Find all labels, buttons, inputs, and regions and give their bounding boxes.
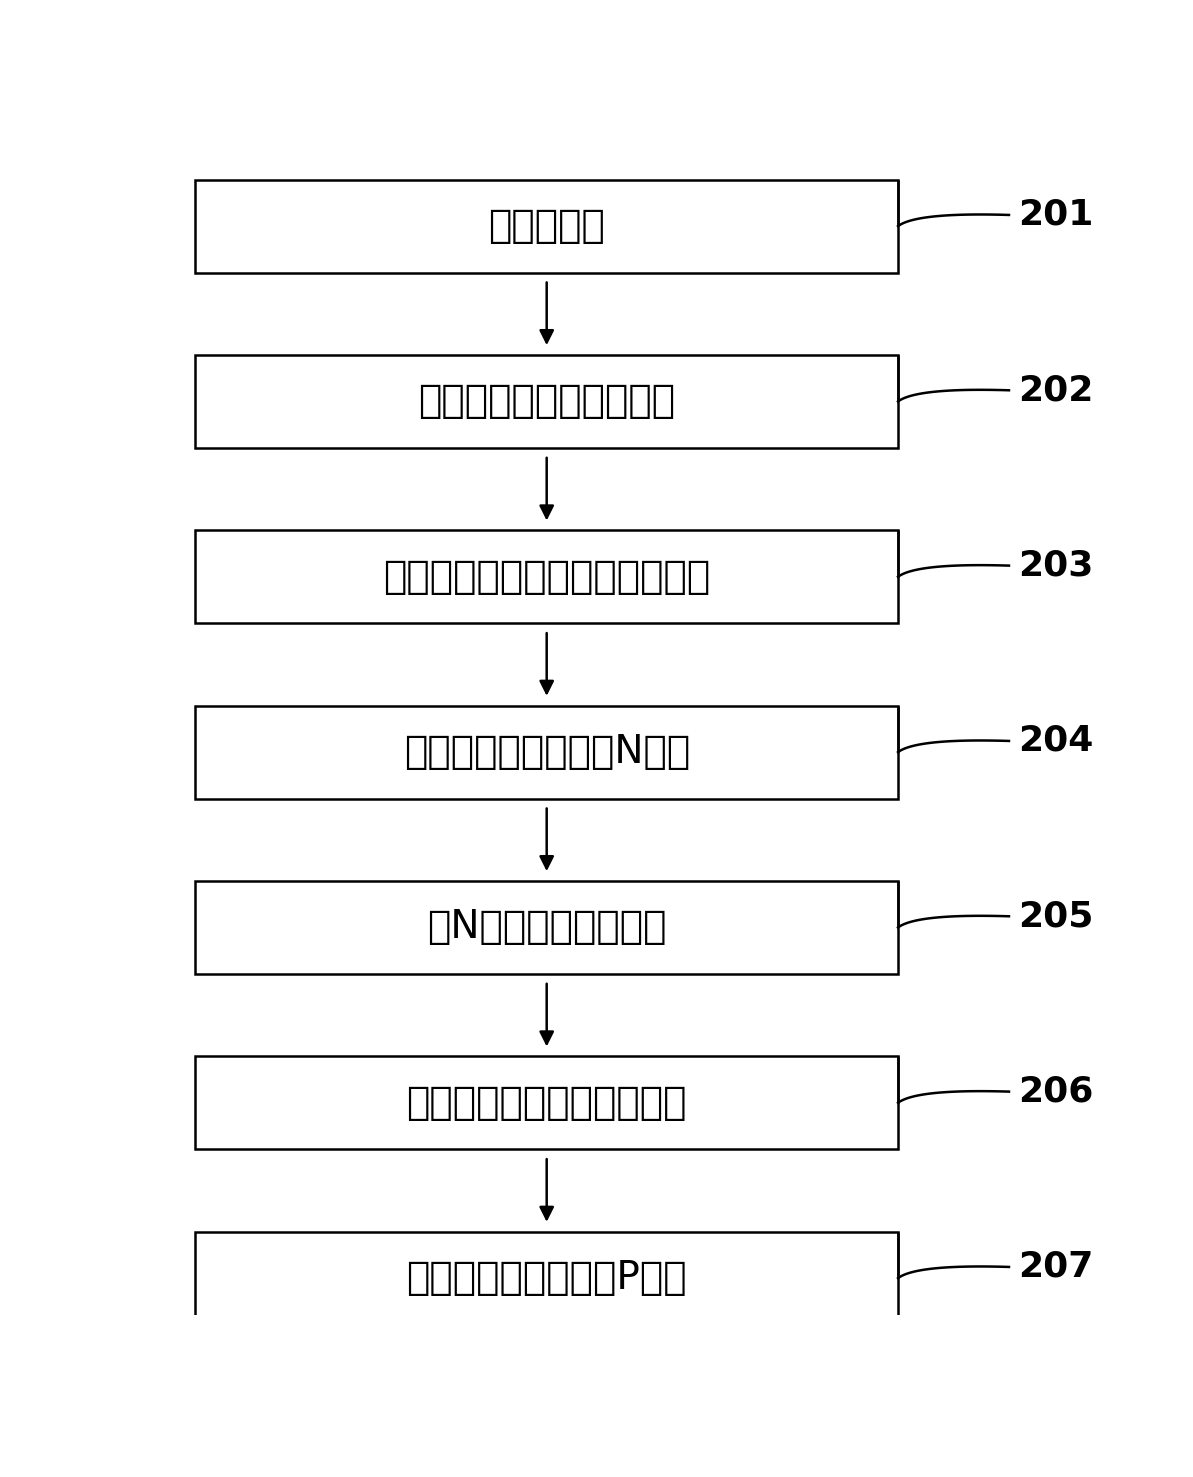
Text: 201: 201 xyxy=(1019,198,1094,232)
Text: 205: 205 xyxy=(1019,899,1094,933)
Bar xyxy=(196,354,898,448)
Text: 207: 207 xyxy=(1019,1250,1094,1284)
Text: 在高温缓冲层上生长N型层: 在高温缓冲层上生长N型层 xyxy=(403,733,690,771)
Text: 在有源层上生长电子阻挡层: 在有源层上生长电子阻挡层 xyxy=(407,1084,687,1123)
Text: 在电子阻挡层上生长P型层: 在电子阻挡层上生长P型层 xyxy=(407,1258,687,1297)
Text: 203: 203 xyxy=(1019,548,1094,582)
Bar xyxy=(196,880,898,975)
Bar xyxy=(196,1056,898,1149)
Bar xyxy=(196,706,898,799)
Text: 提供一衬底: 提供一衬底 xyxy=(488,207,605,245)
Bar xyxy=(196,180,898,273)
Text: 在衬底上生长低温缓冲层: 在衬底上生长低温缓冲层 xyxy=(418,383,675,421)
Text: 206: 206 xyxy=(1019,1075,1094,1109)
Text: 204: 204 xyxy=(1019,724,1094,758)
Bar xyxy=(196,1232,898,1325)
Text: 在低温缓冲层上生长高温缓冲层: 在低温缓冲层上生长高温缓冲层 xyxy=(383,558,710,595)
Text: 202: 202 xyxy=(1019,374,1094,408)
Bar xyxy=(196,530,898,623)
Text: 在N型层上生长有源层: 在N型层上生长有源层 xyxy=(427,908,667,947)
